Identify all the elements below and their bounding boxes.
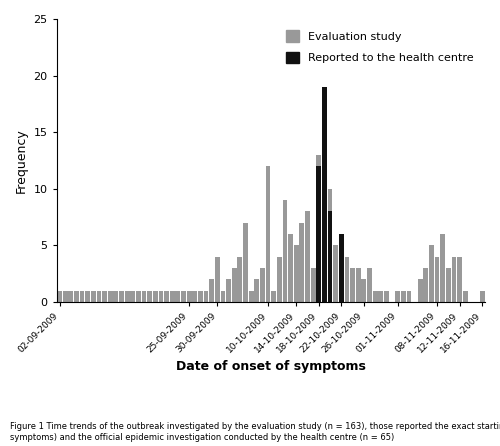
Bar <box>277 257 281 302</box>
Bar <box>238 257 242 302</box>
Bar <box>186 291 192 302</box>
Bar <box>378 291 383 302</box>
Bar <box>57 291 62 302</box>
Bar <box>125 291 130 302</box>
Bar <box>272 291 276 302</box>
Bar <box>294 245 298 302</box>
Bar <box>452 257 456 302</box>
Bar <box>434 257 440 302</box>
Bar <box>80 291 84 302</box>
Bar <box>350 268 355 302</box>
Bar <box>305 211 310 302</box>
Bar <box>232 268 236 302</box>
Bar <box>158 291 164 302</box>
Bar <box>74 291 79 302</box>
Bar <box>396 291 400 302</box>
Bar <box>176 291 180 302</box>
X-axis label: Date of onset of symptoms: Date of onset of symptoms <box>176 360 366 373</box>
Bar <box>243 223 248 302</box>
Bar <box>142 291 146 302</box>
Bar <box>136 291 141 302</box>
Bar <box>322 87 327 302</box>
Bar <box>164 291 169 302</box>
Bar <box>215 257 220 302</box>
Bar <box>86 291 90 302</box>
Bar <box>102 291 107 302</box>
Bar <box>181 291 186 302</box>
Bar <box>339 257 344 302</box>
Bar <box>446 268 451 302</box>
Bar <box>362 279 366 302</box>
Legend: Evaluation study, Reported to the health centre: Evaluation study, Reported to the health… <box>280 25 479 69</box>
Bar <box>91 291 96 302</box>
Text: Figure 1 Time trends of the outbreak investigated by the evaluation study (n = 1: Figure 1 Time trends of the outbreak inv… <box>10 422 500 442</box>
Bar <box>429 245 434 302</box>
Bar <box>220 291 226 302</box>
Bar <box>119 291 124 302</box>
Bar <box>63 291 68 302</box>
Bar <box>226 279 231 302</box>
Bar <box>148 291 152 302</box>
Bar <box>300 223 304 302</box>
Bar <box>316 155 321 302</box>
Bar <box>210 279 214 302</box>
Bar <box>282 200 288 302</box>
Bar <box>480 291 484 302</box>
Bar <box>310 268 316 302</box>
Bar <box>344 257 350 302</box>
Bar <box>418 279 422 302</box>
Bar <box>316 166 321 302</box>
Bar <box>153 291 158 302</box>
Bar <box>424 268 428 302</box>
Bar <box>463 291 468 302</box>
Bar <box>170 291 174 302</box>
Bar <box>130 291 135 302</box>
Bar <box>367 268 372 302</box>
Bar <box>440 234 445 302</box>
Bar <box>204 291 208 302</box>
Bar <box>192 291 197 302</box>
Bar <box>328 189 332 302</box>
Bar <box>254 279 259 302</box>
Bar <box>68 291 73 302</box>
Bar <box>108 291 112 302</box>
Bar <box>457 257 462 302</box>
Bar <box>260 268 265 302</box>
Bar <box>372 291 378 302</box>
Bar <box>356 268 360 302</box>
Bar <box>114 291 118 302</box>
Bar <box>322 87 327 302</box>
Bar <box>266 166 270 302</box>
Y-axis label: Frequency: Frequency <box>15 128 28 193</box>
Bar <box>339 234 344 302</box>
Bar <box>288 234 293 302</box>
Bar <box>406 291 412 302</box>
Bar <box>96 291 102 302</box>
Bar <box>328 211 332 302</box>
Bar <box>384 291 389 302</box>
Bar <box>334 245 338 302</box>
Bar <box>401 291 406 302</box>
Bar <box>248 291 254 302</box>
Bar <box>198 291 203 302</box>
